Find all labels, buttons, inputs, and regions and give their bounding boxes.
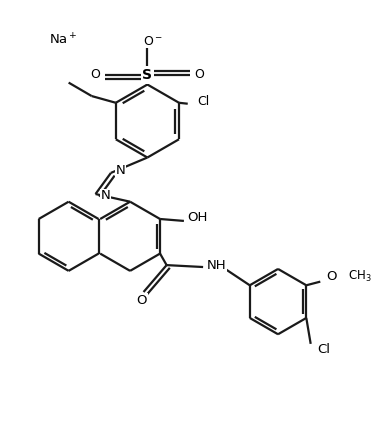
Text: O: O [194, 68, 204, 81]
Text: Na$^+$: Na$^+$ [48, 33, 77, 48]
Text: NH: NH [207, 258, 226, 272]
Text: N: N [100, 190, 110, 202]
Text: O: O [136, 294, 147, 307]
Text: CH$_3$: CH$_3$ [348, 269, 372, 284]
Text: Cl: Cl [197, 95, 209, 108]
Text: O$^-$: O$^-$ [143, 35, 163, 48]
Text: N: N [116, 165, 125, 177]
Text: Cl: Cl [318, 343, 330, 356]
Text: O: O [91, 68, 101, 81]
Text: O: O [326, 270, 336, 283]
Text: OH: OH [187, 211, 207, 223]
Text: S: S [142, 68, 152, 82]
